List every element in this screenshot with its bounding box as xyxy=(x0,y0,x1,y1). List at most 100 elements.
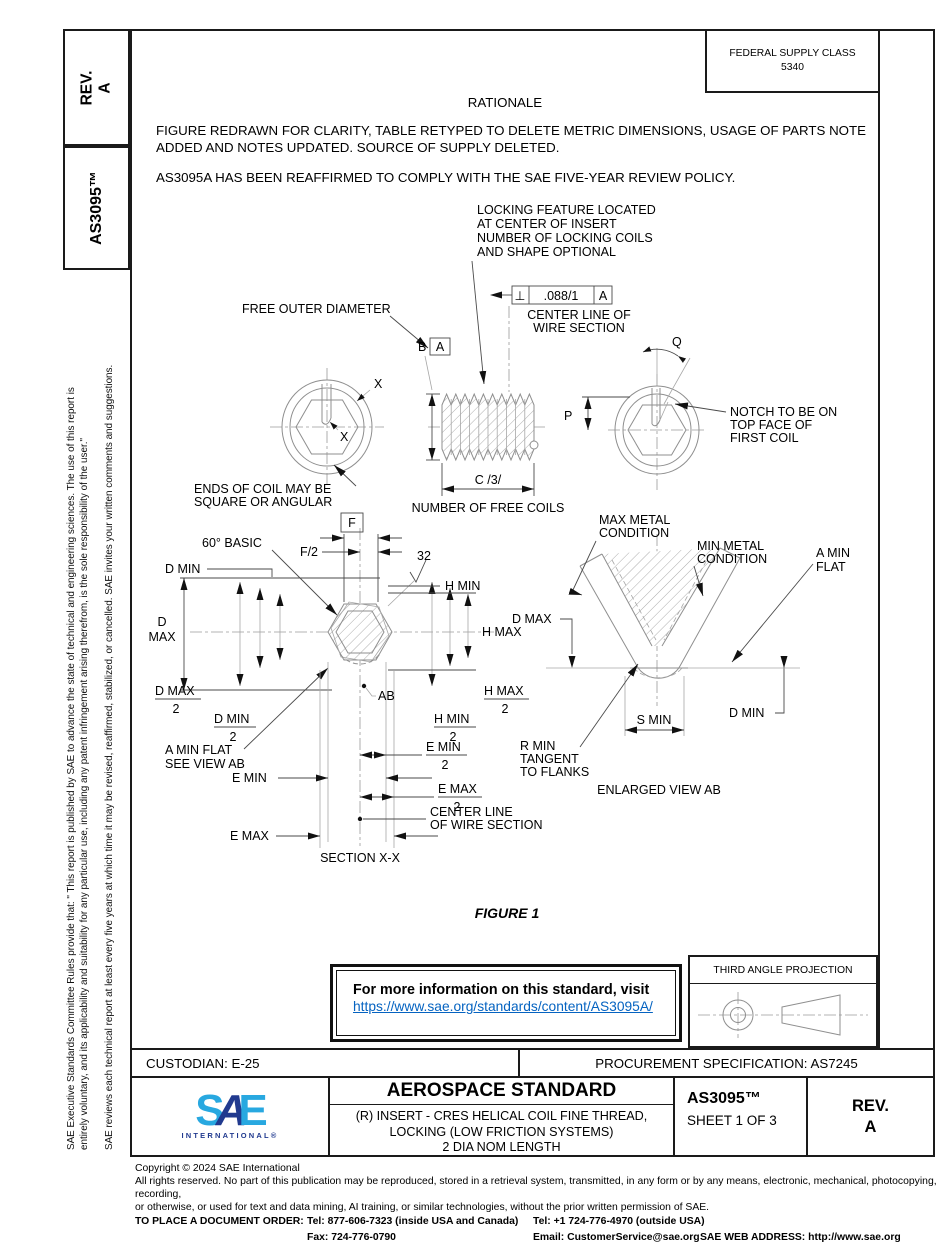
title-block: SAE INTERNATIONAL® AEROSPACE STANDARD (R… xyxy=(132,1076,933,1155)
a-min-flat-note-line2: SEE VIEW AB xyxy=(165,757,245,771)
more-information-box: For more information on this standard, v… xyxy=(330,964,682,1042)
a-min-flat-note-line1: A MIN FLAT xyxy=(165,743,233,757)
more-information-text: For more information on this standard, v… xyxy=(353,982,650,998)
d-max-label-word1: D xyxy=(157,615,166,629)
notch-note-line1: NOTCH TO BE ON xyxy=(730,405,837,419)
copyright-line2: All rights reserved. No part of this pub… xyxy=(135,1176,937,1200)
notch-note-line3: FIRST COIL xyxy=(730,431,799,445)
q-angle-label: Q xyxy=(672,335,682,349)
c-dimension-label: C /3/ xyxy=(475,473,502,487)
sae-logo-letter-e: E xyxy=(238,1085,267,1135)
section-xx-view: F F/2 60° BASIC 32 D MIN D MAX xyxy=(148,512,543,865)
ends-of-coil-note-line1: ENDS OF COIL MAY BE xyxy=(194,482,331,496)
d-min-over-2-denominator: 2 xyxy=(230,730,237,744)
phone-outside-usa: Tel: +1 724-776-4970 (outside USA) xyxy=(533,1216,705,1227)
standard-url-link[interactable]: https://www.sae.org/standards/content/AS… xyxy=(353,999,653,1014)
locking-note-line1: LOCKING FEATURE LOCATED xyxy=(477,203,656,217)
figure-caption: FIGURE 1 xyxy=(475,905,540,921)
ends-of-coil-note-line2: SQUARE OR ANGULAR xyxy=(194,495,332,509)
standard-title-line1: (R) INSERT - CRES HELICAL COIL FINE THRE… xyxy=(355,1109,648,1123)
third-angle-projection-title: THIRD ANGLE PROJECTION xyxy=(690,957,876,984)
sixty-degree-basic-label: 60° BASIC xyxy=(202,536,262,550)
sae-logo-letter-a: A xyxy=(215,1085,248,1135)
locking-note-line2: AT CENTER OF INSERT xyxy=(477,217,617,231)
sae-logo: SAE INTERNATIONAL® xyxy=(132,1078,330,1155)
datum-a-label: A xyxy=(436,340,445,354)
third-angle-projection-symbol xyxy=(698,992,868,1038)
e-min-over-2-numerator: E MIN xyxy=(426,740,461,754)
order-label: TO PLACE A DOCUMENT ORDER: xyxy=(135,1216,304,1227)
enlarged-view-ab: MAX METAL CONDITION MIN METAL CONDITION … xyxy=(512,513,850,797)
standard-type-heading: AEROSPACE STANDARD xyxy=(330,1078,673,1105)
locking-note-line3: NUMBER OF LOCKING COILS xyxy=(477,231,653,245)
procurement-spec-cell: PROCUREMENT SPECIFICATION: AS7245 xyxy=(595,1055,858,1071)
r-min-note-line3: TO FLANKS xyxy=(520,765,589,779)
locking-note-line4: AND SHAPE OPTIONAL xyxy=(477,245,616,259)
h-min-over-2-denominator: 2 xyxy=(450,730,457,744)
p-dimension-label: P xyxy=(564,409,572,423)
surface-finish-32-label: 32 xyxy=(417,549,431,563)
enlarged-view-ab-title: ENLARGED VIEW AB xyxy=(597,783,721,797)
d-max-over-2-denominator: 2 xyxy=(173,702,180,716)
ab-point-label: AB xyxy=(378,689,395,703)
rationale-title: RATIONALE xyxy=(467,95,543,110)
sae-web-address: SAE WEB ADDRESS: http://www.sae.org xyxy=(700,1232,901,1243)
h-min-over-2-numerator: H MIN xyxy=(434,712,469,726)
rev-block-label: REV. xyxy=(852,1096,889,1115)
legal-note-paragraph-1: SAE Executive Standards Committee Rules … xyxy=(66,387,90,1150)
fsc-code: 5340 xyxy=(781,62,804,73)
a-min-flat-label-line2: FLAT xyxy=(816,560,846,574)
e-min-label: E MIN xyxy=(232,771,267,785)
locking-feature-note: LOCKING FEATURE LOCATED AT CENTER OF INS… xyxy=(471,203,656,385)
half-dimension-arrows xyxy=(236,582,472,686)
fcf-datum: A xyxy=(599,289,608,303)
enlarged-d-max-label: D MAX xyxy=(512,612,552,626)
a-min-flat-label-line1: A MIN xyxy=(816,546,850,560)
standard-title-line3: 2 DIA NOM LENGTH xyxy=(442,1140,561,1154)
d-max-label-word2: MAX xyxy=(148,630,176,644)
perpendicularity-symbol: ⊥ xyxy=(515,289,526,303)
document-number: AS3095™ xyxy=(687,1090,761,1107)
custodian-row: CUSTODIAN: E-25 PROCUREMENT SPECIFICATIO… xyxy=(132,1048,933,1076)
h-max-over-2-numerator: H MAX xyxy=(484,684,524,698)
d-min-over-2-numerator: D MIN xyxy=(214,712,249,726)
section-xx-title: SECTION X-X xyxy=(320,851,401,865)
e-max-over-2-denominator: 2 xyxy=(454,800,461,814)
coil-end-view-left: X X ENDS OF COIL MAY BE SQUARE OR ANGULA… xyxy=(194,368,384,509)
fcf-tolerance: .088/1 xyxy=(544,289,579,303)
federal-supply-class-box: FEDERAL SUPPLY CLASS 5340 xyxy=(705,31,878,93)
feature-control-frame: ⊥ .088/1 A CENTER LINE OF WIRE SECTION xyxy=(490,285,631,392)
sae-logo-letter-s: S xyxy=(195,1085,224,1135)
doc-number-tab: AS3095™ xyxy=(63,146,130,270)
customer-service-email: Email: CustomerService@sae.org xyxy=(533,1232,700,1243)
max-metal-note-line2: CONDITION xyxy=(599,526,669,540)
h-max-over-2-denominator: 2 xyxy=(502,702,509,716)
document-frame: FEDERAL SUPPLY CLASS 5340 RATIONALE FIGU… xyxy=(130,29,935,1157)
e-max-over-2-numerator: E MAX xyxy=(438,782,478,796)
free-outer-diameter-label: FREE OUTER DIAMETER xyxy=(242,302,391,316)
min-metal-note-line2: CONDITION xyxy=(697,552,767,566)
rationale-paragraph-2: AS3095A HAS BEEN REAFFIRMED TO COMPLY WI… xyxy=(156,170,736,185)
right-column-divider xyxy=(878,31,880,1048)
rev-tab-value: A xyxy=(96,81,114,94)
number-of-free-coils-label: NUMBER OF FREE COILS xyxy=(412,501,565,515)
d-min-label: D MIN xyxy=(165,562,200,576)
doc-number-tab-label: AS3095™ xyxy=(87,171,105,245)
d-max-over-2-numerator: D MAX xyxy=(155,684,195,698)
figure-1-drawing: LOCKING FEATURE LOCATED AT CENTER OF INS… xyxy=(148,203,850,921)
f-dimension-label: F xyxy=(348,516,356,530)
datum-b-label: B xyxy=(418,340,426,354)
e-min-over-2-denominator: 2 xyxy=(442,758,449,772)
min-metal-note-line1: MIN METAL xyxy=(697,539,764,553)
insert-side-view: B A C /3/ NUMBER OF FREE COILS xyxy=(412,337,565,515)
enlarged-d-min-label: D MIN xyxy=(729,706,764,720)
r-min-note-line2: TANGENT xyxy=(520,752,579,766)
coil-end-view-right: P Q NOTCH TO BE ON TOP FACE OF FIRST COI… xyxy=(564,335,837,490)
copyright-line3: or otherwise, or used for text and data … xyxy=(135,1202,710,1213)
h-max-label: H MAX xyxy=(482,625,522,639)
sae-logo-subtitle: INTERNATIONAL® xyxy=(181,1130,279,1140)
third-angle-projection-box: THIRD ANGLE PROJECTION xyxy=(688,955,878,1048)
section-centerline-note-line2: OF WIRE SECTION xyxy=(430,818,543,832)
notch-note-line2: TOP FACE OF xyxy=(730,418,813,432)
rationale-paragraph-1: FIGURE REDRAWN FOR CLARITY, TABLE RETYPE… xyxy=(156,123,867,155)
